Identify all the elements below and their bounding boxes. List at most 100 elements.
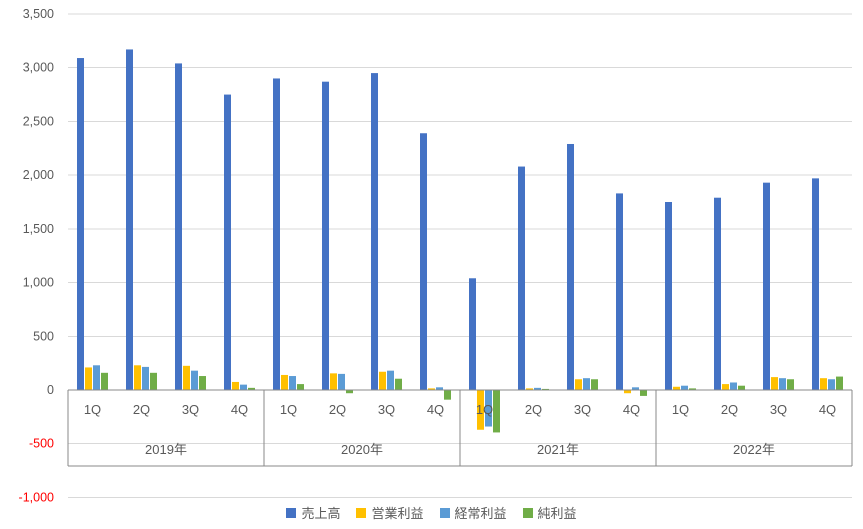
bar-series3-cat15 <box>836 376 843 390</box>
y-axis-tick-label: 2,500 <box>23 114 54 128</box>
bar-series3-cat10 <box>591 379 598 390</box>
quarter-label: 4Q <box>623 402 640 417</box>
bar-series0-cat12 <box>665 202 672 390</box>
bar-series2-cat15 <box>828 379 835 390</box>
bar-series2-cat8 <box>485 390 492 427</box>
quarter-label: 2Q <box>525 402 542 417</box>
bar-series1-cat14 <box>771 377 778 390</box>
legend-label-operating-profit: 営業利益 <box>371 506 424 521</box>
bar-series3-cat5 <box>346 390 353 394</box>
bar-series0-cat6 <box>371 73 378 390</box>
bar-series1-cat4 <box>281 374 288 390</box>
quarter-label: 1Q <box>476 402 493 417</box>
quarter-label: 2Q <box>133 402 150 417</box>
bar-series0-cat0 <box>77 58 84 390</box>
legend-swatch-sales-icon <box>286 507 297 518</box>
year-label: 2020年 <box>341 442 383 457</box>
bar-series0-cat3 <box>224 94 231 391</box>
quarter-label: 3Q <box>182 402 199 417</box>
bar-series3-cat2 <box>199 376 206 390</box>
legend-swatch-ordinary-profit-icon <box>439 507 450 518</box>
bar-series0-cat14 <box>763 182 770 390</box>
bar-series0-cat10 <box>567 143 574 390</box>
bar-series0-cat2 <box>175 63 182 390</box>
bar-series2-cat2 <box>191 370 198 390</box>
bar-series1-cat11 <box>624 390 631 394</box>
bar-series2-cat6 <box>387 370 394 390</box>
bar-series3-cat1 <box>150 372 157 390</box>
bar-series1-cat5 <box>330 373 337 390</box>
bar-series3-cat8 <box>493 390 500 433</box>
legend-label-ordinary-profit: 経常利益 <box>454 506 507 521</box>
y-axis-tick-label: -500 <box>29 437 54 451</box>
quarter-label: 4Q <box>427 402 444 417</box>
bar-series1-cat9 <box>526 388 533 390</box>
y-axis-tick-label: 3,000 <box>23 61 54 75</box>
legend-item-operating-profit: 営業利益 <box>356 503 424 522</box>
quarter-label: 3Q <box>770 402 787 417</box>
bar-series2-cat4 <box>289 376 296 390</box>
legend-swatch-operating-profit-icon <box>356 507 367 518</box>
bar-series3-cat14 <box>787 379 794 390</box>
bar-series1-cat8 <box>477 390 484 430</box>
legend-item-sales: 売上高 <box>286 503 340 522</box>
bar-series0-cat9 <box>518 166 525 390</box>
y-axis-tick-label: 3,500 <box>23 7 54 21</box>
bar-series2-cat13 <box>730 382 737 390</box>
bar-series1-cat2 <box>183 365 190 390</box>
bar-series0-cat4 <box>273 78 280 390</box>
bar-series1-cat6 <box>379 371 386 390</box>
quarter-label: 1Q <box>672 402 689 417</box>
bar-series3-cat4 <box>297 384 304 390</box>
bar-series3-cat0 <box>101 372 108 390</box>
bar-series2-cat9 <box>534 387 541 390</box>
bar-series3-cat3 <box>248 387 255 390</box>
bar-series1-cat13 <box>722 384 729 390</box>
bar-series0-cat7 <box>420 133 427 390</box>
bar-series1-cat15 <box>820 378 827 390</box>
year-label: 2019年 <box>145 442 187 457</box>
chart-legend: 売上高 営業利益 経常利益 純利益 <box>0 503 863 522</box>
bar-series2-cat3 <box>240 384 247 390</box>
bar-series0-cat11 <box>616 193 623 390</box>
bar-series2-cat5 <box>338 373 345 390</box>
y-axis-tick-label: 500 <box>33 329 54 343</box>
year-label: 2021年 <box>537 442 579 457</box>
bar-series3-cat12 <box>689 388 696 390</box>
quarter-label: 3Q <box>574 402 591 417</box>
bar-series2-cat10 <box>583 378 590 390</box>
y-axis-tick-label: 0 <box>47 383 54 397</box>
bar-series3-cat7 <box>444 390 451 400</box>
bar-series2-cat0 <box>93 365 100 390</box>
bar-series1-cat1 <box>134 365 141 390</box>
bar-series2-cat7 <box>436 387 443 390</box>
legend-swatch-net-profit-icon <box>522 507 533 518</box>
y-axis-tick-label: 1,000 <box>23 276 54 290</box>
bar-series2-cat11 <box>632 387 639 390</box>
legend-label-net-profit: 純利益 <box>537 506 577 521</box>
y-axis-tick-label: 1,500 <box>23 222 54 236</box>
quarter-label: 2Q <box>329 402 346 417</box>
bar-series3-cat9 <box>542 388 549 390</box>
legend-item-ordinary-profit: 経常利益 <box>439 503 507 522</box>
bar-series0-cat15 <box>812 178 819 390</box>
legend-label-sales: 売上高 <box>301 506 341 521</box>
y-axis-tick-label: -1,000 <box>19 490 54 504</box>
bar-series2-cat12 <box>681 385 688 390</box>
quarter-label: 1Q <box>84 402 101 417</box>
bar-series0-cat5 <box>322 81 329 391</box>
bar-series3-cat13 <box>738 385 745 390</box>
bar-series3-cat11 <box>640 390 647 396</box>
bar-series1-cat7 <box>428 388 435 390</box>
y-axis-tick-label: 2,000 <box>23 168 54 182</box>
bar-series1-cat0 <box>85 367 92 390</box>
quarter-label: 2Q <box>721 402 738 417</box>
bar-series1-cat3 <box>232 381 239 390</box>
year-label: 2022年 <box>733 442 775 457</box>
bar-series0-cat8 <box>469 278 476 390</box>
quarter-label: 1Q <box>280 402 297 417</box>
quarter-label: 4Q <box>231 402 248 417</box>
bar-series2-cat14 <box>779 378 786 390</box>
